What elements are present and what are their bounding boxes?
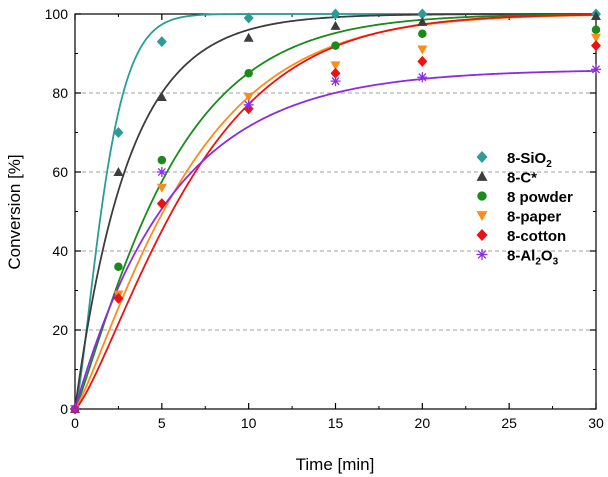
data-markers	[70, 8, 601, 415]
data-point-8-c-	[591, 10, 601, 20]
legend-text: 8-cotton	[507, 228, 566, 245]
legend-symbol-8-paper	[476, 211, 488, 221]
legend-subscript: 3	[553, 257, 559, 268]
data-point-8-powder	[157, 155, 167, 165]
data-point-8-al2o3	[156, 167, 167, 177]
asterisk-stroke	[331, 77, 340, 86]
data-point-8-c-	[330, 20, 341, 30]
x-tick-label: 20	[415, 415, 431, 431]
data-point-8-c-	[243, 32, 254, 42]
data-point-8-al2o3	[70, 404, 80, 414]
legend-text: O	[541, 248, 553, 265]
legend-text: 8-Al	[507, 248, 535, 265]
data-point-8-al2o3	[417, 72, 428, 83]
y-axis-title: Conversion [%]	[5, 154, 24, 269]
data-point-8-paper	[243, 92, 254, 102]
data-point-8-sio2	[243, 12, 254, 24]
data-point-8-cotton	[417, 55, 428, 67]
legend-text: 8-C*	[507, 170, 537, 187]
data-point-8-sio2	[330, 8, 341, 20]
data-point-8-c-	[156, 91, 167, 101]
data-point-8-c-	[417, 16, 428, 26]
data-point-8-powder	[591, 25, 601, 35]
x-tick-label: 15	[328, 415, 344, 431]
asterisk-stroke	[244, 100, 253, 109]
data-point-8-paper	[330, 61, 341, 71]
data-point-8-paper	[156, 183, 167, 193]
legend-subscript: 2	[546, 159, 552, 170]
legend-symbol-8-c-	[476, 171, 488, 181]
legend-text: 8 powder	[507, 189, 573, 206]
y-tick-label: 0	[60, 401, 68, 417]
data-point-8-al2o3	[243, 99, 254, 110]
x-tick-label: 25	[501, 415, 517, 431]
y-tick-label: 100	[45, 6, 69, 22]
legend-label-8-powder: 8 powder	[507, 189, 573, 206]
y-tick-label: 60	[52, 164, 68, 180]
data-point-8-powder	[114, 262, 123, 272]
asterisk-stroke	[157, 167, 166, 177]
data-point-8-al2o3	[330, 76, 341, 87]
fit-curve-8-powder	[74, 13, 597, 410]
data-point-8-paper	[417, 45, 428, 55]
legend-label-8-paper: 8-paper	[507, 209, 561, 226]
legend-label-8-cotton: 8-cotton	[507, 228, 566, 245]
legend-label-8-al2o3: 8-Al2O3	[507, 248, 559, 268]
asterisk-stroke	[477, 250, 487, 259]
legend-symbol-8-powder	[477, 191, 487, 201]
legend-symbol-8-sio2	[476, 151, 488, 163]
legend-text: 8-SiO	[507, 150, 547, 167]
data-point-8-powder	[418, 29, 427, 38]
data-point-8-sio2	[156, 36, 167, 48]
data-point-8-cotton	[330, 67, 341, 79]
data-point-8-c-	[113, 167, 124, 176]
x-tick-label: 5	[158, 415, 166, 431]
data-point-8-cotton	[591, 40, 601, 52]
data-point-8-cotton	[156, 198, 167, 210]
data-point-8-sio2	[113, 127, 124, 138]
data-point-8-paper	[591, 33, 601, 43]
data-point-8-sio2	[417, 8, 428, 20]
x-tick-label: 10	[241, 415, 257, 431]
x-axis-title: Time [min]	[296, 455, 375, 474]
legend-subscript: 2	[535, 257, 541, 268]
asterisk-stroke	[418, 73, 427, 82]
legend-symbol-8-al2o3	[476, 249, 488, 260]
y-tick-label: 40	[52, 243, 68, 259]
legend-symbol-8-cotton	[476, 229, 488, 241]
asterisk-stroke	[70, 404, 80, 414]
asterisk-stroke	[591, 65, 601, 74]
legend-label-8-c-: 8-C*	[507, 170, 537, 187]
x-tick-label: 30	[588, 415, 604, 431]
data-point-8-cotton	[113, 292, 124, 304]
y-tick-label: 20	[52, 322, 68, 338]
x-tick-label: 0	[71, 415, 79, 431]
y-tick-label: 80	[52, 85, 68, 101]
tick-labels: 0 5 10 15 20 25 30 0 20 40 60 80 100	[45, 6, 604, 431]
data-point-8-powder	[244, 69, 253, 78]
legend-label-8-sio2: 8-SiO2	[507, 150, 552, 170]
data-point-8-al2o3	[591, 64, 601, 75]
data-point-8-powder	[331, 41, 340, 50]
legend-text: 8-paper	[507, 209, 561, 226]
